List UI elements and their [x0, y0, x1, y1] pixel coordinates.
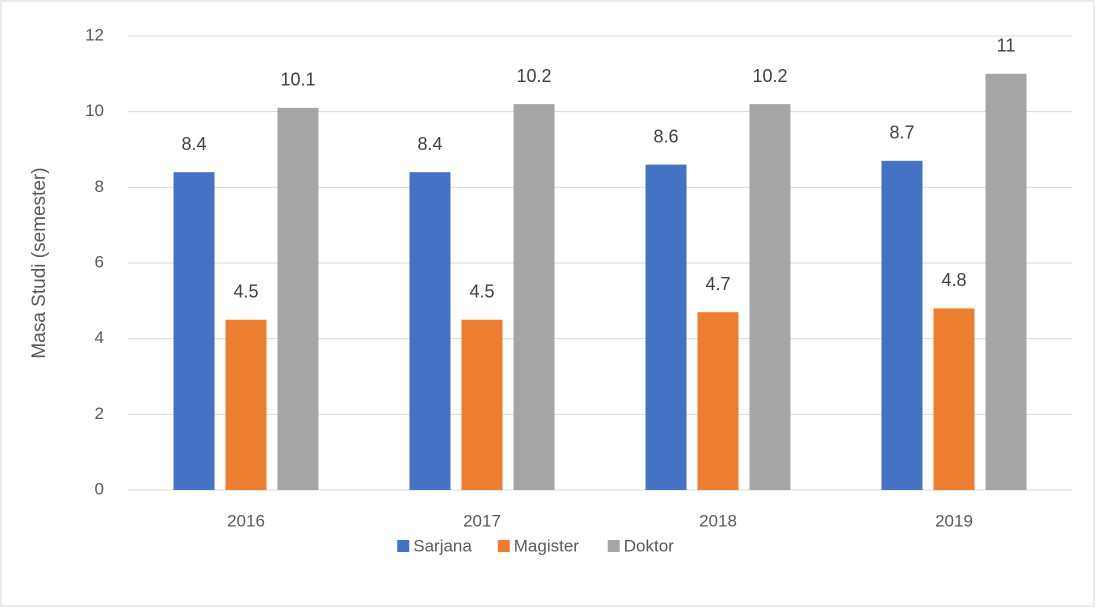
- data-label: 8.6: [653, 126, 678, 146]
- y-tick-label: 12: [85, 25, 104, 44]
- bar: [933, 308, 975, 490]
- data-label: 4.5: [233, 282, 258, 302]
- bar: [697, 312, 739, 490]
- legend-swatch: [607, 540, 620, 552]
- bar: [225, 319, 267, 490]
- data-label: 8.4: [181, 134, 206, 154]
- y-tick-label: 0: [95, 479, 104, 498]
- bar: [409, 172, 451, 490]
- data-label: 8.7: [889, 123, 914, 143]
- data-label: 4.5: [469, 282, 494, 302]
- legend-swatch: [397, 540, 410, 552]
- y-tick-label: 2: [95, 404, 104, 423]
- x-tick-label: 2018: [699, 511, 737, 530]
- legend-swatch: [497, 540, 510, 552]
- data-label: 11: [997, 36, 1016, 56]
- data-label: 8.4: [417, 134, 442, 154]
- bar: [277, 107, 319, 490]
- bar: [985, 73, 1027, 490]
- data-label: 10.2: [752, 66, 787, 86]
- x-tick-label: 2017: [463, 511, 501, 530]
- bar: [881, 160, 923, 490]
- bar: [173, 172, 215, 490]
- legend-label: Doktor: [624, 536, 674, 555]
- bar: [749, 104, 791, 490]
- data-label: 4.8: [941, 270, 966, 290]
- y-tick-label: 6: [95, 252, 104, 271]
- x-tick-label: 2016: [227, 511, 265, 530]
- y-axis-title: Masa Studi (semester): [29, 167, 50, 358]
- legend-label: Sarjana: [413, 536, 472, 555]
- bar: [645, 164, 687, 490]
- data-label: 10.1: [280, 70, 315, 90]
- legend-label: Magister: [514, 536, 580, 555]
- y-tick-label: 4: [95, 328, 104, 347]
- x-tick-label: 2019: [935, 511, 973, 530]
- y-tick-label: 10: [85, 101, 104, 120]
- data-label: 10.2: [516, 66, 551, 86]
- bar: [513, 104, 555, 490]
- bar: [461, 319, 503, 490]
- y-tick-label: 8: [95, 177, 104, 196]
- data-label: 4.7: [705, 274, 730, 294]
